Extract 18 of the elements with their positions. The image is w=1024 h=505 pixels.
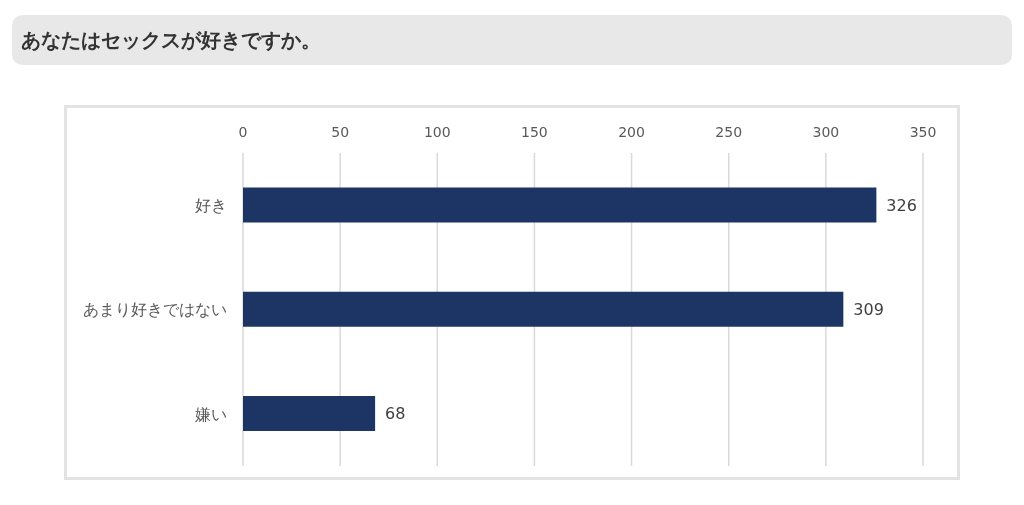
y-tick-label: 嫌い: [195, 404, 227, 424]
x-tick-label: 200: [618, 124, 645, 140]
x-tick-label: 300: [812, 124, 840, 140]
data-label: 309: [853, 299, 884, 319]
data-label: 326: [886, 195, 917, 215]
x-tick-label: 250: [715, 124, 743, 140]
x-tick-label: 150: [521, 124, 548, 140]
chart-title: あなたはセックスが好きですか。: [21, 28, 321, 52]
x-tick-label: 350: [909, 124, 937, 140]
x-tick-label: 50: [331, 124, 350, 140]
y-tick-label: 好き: [195, 195, 227, 215]
x-tick-label: 100: [423, 124, 451, 140]
x-tick-label: 0: [238, 124, 248, 140]
bar: [243, 291, 844, 327]
y-tick-label: あまり好きではない: [83, 300, 227, 320]
bar: [243, 187, 877, 223]
bar: [243, 396, 376, 432]
data-label: 68: [385, 404, 406, 424]
